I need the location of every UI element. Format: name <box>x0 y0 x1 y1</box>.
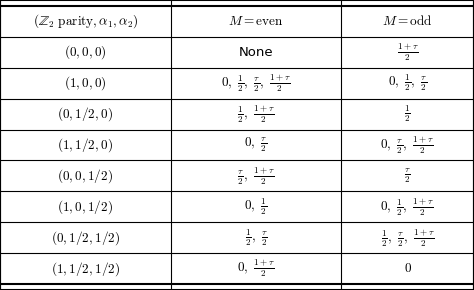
Text: $(0,1/2,0)$: $(0,1/2,0)$ <box>57 105 113 123</box>
Text: $0,\ \frac{1}{2},\ \frac{1+\tau}{2}$: $0,\ \frac{1}{2},\ \frac{1+\tau}{2}$ <box>381 196 435 218</box>
Text: $(1,0,1/2)$: $(1,0,1/2)$ <box>57 198 113 216</box>
Text: $\frac{\tau}{2},\ \frac{1+\tau}{2}$: $\frac{\tau}{2},\ \frac{1+\tau}{2}$ <box>237 165 275 187</box>
Text: $\frac{1}{2},\ \frac{\tau}{2}$: $\frac{1}{2},\ \frac{\tau}{2}$ <box>245 227 267 248</box>
Text: $M = \mathrm{odd}$: $M = \mathrm{odd}$ <box>383 14 433 28</box>
Text: $0,\ \frac{1}{2},\ \frac{\tau}{2},\ \frac{1+\tau}{2}$: $0,\ \frac{1}{2},\ \frac{\tau}{2},\ \fra… <box>221 72 291 94</box>
Text: $0,\ \frac{1}{2}$: $0,\ \frac{1}{2}$ <box>245 197 267 217</box>
Text: $(1,0,0)$: $(1,0,0)$ <box>64 74 107 92</box>
Text: $\frac{1}{2},\ \frac{\tau}{2},\ \frac{1+\tau}{2}$: $\frac{1}{2},\ \frac{\tau}{2},\ \frac{1+… <box>381 227 435 249</box>
Text: $0,\ \frac{1+\tau}{2}$: $0,\ \frac{1+\tau}{2}$ <box>237 258 275 280</box>
Text: $0,\ \frac{1}{2},\ \frac{\tau}{2}$: $0,\ \frac{1}{2},\ \frac{\tau}{2}$ <box>388 73 427 93</box>
Text: $(1,1/2,0)$: $(1,1/2,0)$ <box>57 136 113 154</box>
Text: $0,\ \frac{\tau}{2}$: $0,\ \frac{\tau}{2}$ <box>245 136 267 154</box>
Text: $(0,1/2,1/2)$: $(0,1/2,1/2)$ <box>51 229 120 247</box>
Text: None: None <box>238 46 273 59</box>
Text: $(0,0,1/2)$: $(0,0,1/2)$ <box>57 167 113 185</box>
Text: $M = \mathrm{even}$: $M = \mathrm{even}$ <box>228 15 283 28</box>
Text: $\frac{1+\tau}{2}$: $\frac{1+\tau}{2}$ <box>397 41 419 63</box>
Text: $\frac{1}{2}$: $\frac{1}{2}$ <box>404 104 411 124</box>
Text: $\frac{1}{2},\ \frac{1+\tau}{2}$: $\frac{1}{2},\ \frac{1+\tau}{2}$ <box>237 103 275 125</box>
Text: $(1,1/2,1/2)$: $(1,1/2,1/2)$ <box>51 260 120 278</box>
Text: $(\mathbb{Z}_2 \text{ parity},\alpha_1,\alpha_2)$: $(\mathbb{Z}_2 \text{ parity},\alpha_1,\… <box>33 12 138 30</box>
Text: $0$: $0$ <box>404 262 411 275</box>
Text: $(0,0,0)$: $(0,0,0)$ <box>64 43 107 61</box>
Text: $0,\ \frac{\tau}{2},\ \frac{1+\tau}{2}$: $0,\ \frac{\tau}{2},\ \frac{1+\tau}{2}$ <box>381 134 435 156</box>
Text: $\frac{\tau}{2}$: $\frac{\tau}{2}$ <box>404 167 411 185</box>
